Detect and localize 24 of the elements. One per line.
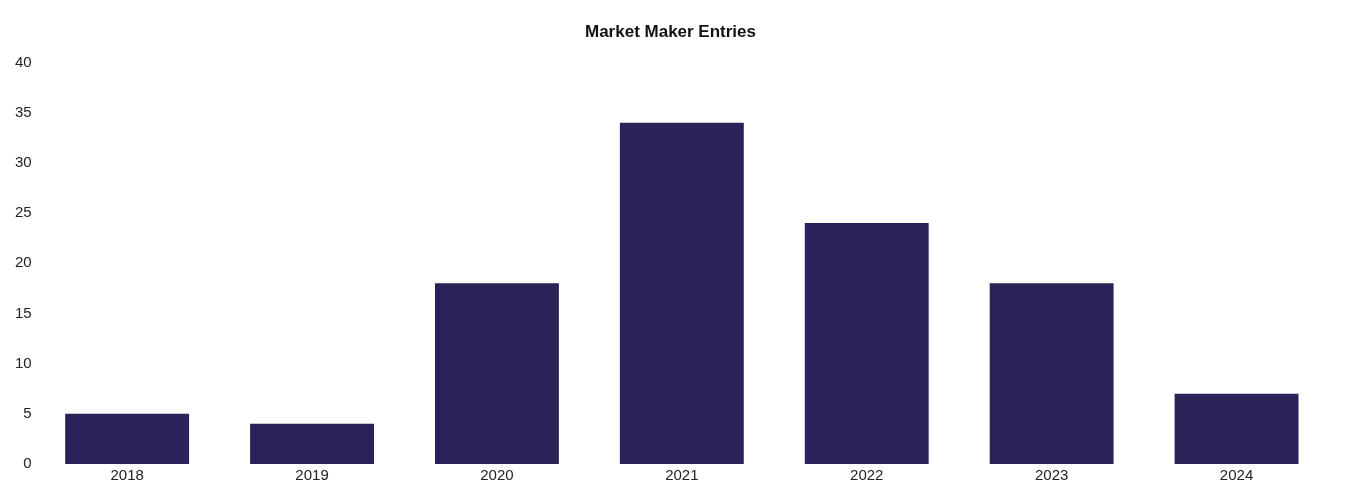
x-tick-label: 2020 — [480, 466, 514, 484]
bar — [989, 283, 1114, 464]
x-tick-label: 2019 — [295, 466, 329, 484]
y-tick-label: 25 — [15, 203, 32, 221]
x-tick-label: 2021 — [665, 466, 699, 484]
x-tick-label: 2022 — [850, 466, 884, 484]
x-tick-label: 2018 — [110, 466, 144, 484]
bar — [250, 423, 374, 464]
chart-title: Market Maker Entries — [584, 21, 757, 41]
bar — [804, 223, 929, 464]
bar — [65, 413, 190, 464]
y-tick-label: 5 — [23, 403, 32, 421]
y-tick-label: 30 — [15, 152, 32, 170]
y-tick-label: 15 — [15, 303, 32, 321]
y-tick-label: 20 — [15, 253, 32, 271]
y-tick-label: 40 — [15, 52, 32, 70]
bar — [435, 283, 559, 464]
y-tick-label: 10 — [15, 353, 32, 371]
bar — [1174, 393, 1299, 464]
y-tick-label: 0 — [23, 454, 32, 472]
x-tick-label: 2024 — [1219, 466, 1254, 484]
x-tick-label: 2023 — [1034, 466, 1069, 484]
y-tick-label: 35 — [15, 102, 32, 120]
bar — [619, 122, 744, 464]
